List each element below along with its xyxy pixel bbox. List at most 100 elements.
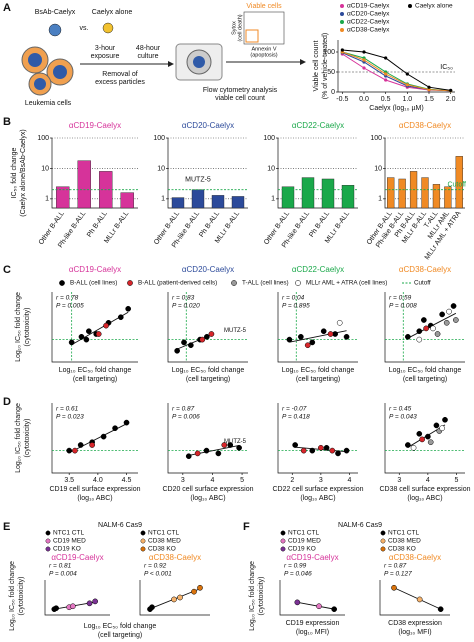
x-tick-label: 4 bbox=[347, 477, 351, 484]
chart-title: αCD19-Caelyx bbox=[51, 553, 103, 562]
point bbox=[95, 331, 102, 337]
point bbox=[443, 319, 450, 326]
label: 3-hour bbox=[95, 45, 116, 52]
stat-label: P = 0.005 bbox=[56, 303, 84, 310]
x-axis-label: Log₁₀ EC₅₀ fold change bbox=[84, 623, 157, 630]
panel-label: A bbox=[3, 2, 11, 14]
chart-title: αCD38-Caelyx bbox=[149, 553, 201, 562]
point bbox=[70, 603, 76, 610]
x-axis-label: (cell targeting) bbox=[98, 632, 142, 639]
cutoff-label: Cutoff bbox=[447, 182, 466, 189]
chart-title: αCD19-Caelyx bbox=[286, 553, 338, 562]
legend-marker bbox=[140, 530, 146, 536]
point bbox=[335, 450, 341, 457]
stat-label: r = 0.61 bbox=[56, 406, 79, 413]
chart-title: αCD38-Caelyx bbox=[389, 553, 441, 562]
legend-marker bbox=[231, 280, 237, 286]
annotation: MUTZ-5 bbox=[224, 439, 247, 445]
legend-marker bbox=[408, 4, 412, 8]
legend-marker bbox=[380, 538, 386, 544]
legend-marker bbox=[59, 280, 65, 286]
point bbox=[83, 336, 90, 343]
point bbox=[427, 439, 434, 446]
point bbox=[320, 328, 327, 335]
y-axis-label: (cytotoxicity) bbox=[24, 419, 31, 458]
legend-marker bbox=[340, 20, 344, 24]
y-axis-label: Log₁₀ IC₅₀ fold change bbox=[249, 561, 256, 631]
label: Leukemia cells bbox=[25, 100, 72, 107]
bar bbox=[171, 197, 185, 209]
stat-label: P < 0.001 bbox=[144, 571, 172, 578]
point bbox=[194, 450, 201, 457]
legend-marker bbox=[280, 546, 286, 552]
point bbox=[92, 598, 98, 605]
x-axis-label: (cell targeting) bbox=[73, 376, 117, 383]
x-axis-label: Log₁₀ EC₅₀ fold change bbox=[172, 367, 245, 374]
chart-title: αCD20-Caelyx bbox=[182, 121, 234, 130]
label: 48-hour bbox=[136, 45, 161, 52]
point bbox=[68, 339, 75, 346]
series-line bbox=[342, 49, 451, 91]
y-tick-label: 50 bbox=[327, 69, 335, 76]
axis bbox=[44, 580, 110, 616]
x-axis-label: (cell targeting) bbox=[186, 376, 230, 383]
bar bbox=[77, 160, 91, 209]
bar bbox=[455, 156, 463, 209]
point bbox=[343, 447, 350, 454]
bar bbox=[321, 178, 335, 209]
point bbox=[309, 447, 316, 454]
stat-label: P = 0.127 bbox=[384, 571, 412, 578]
bar bbox=[191, 189, 205, 209]
nucleus bbox=[28, 53, 42, 67]
axis bbox=[379, 580, 450, 616]
x-axis-label: CD20 cell surface expression bbox=[162, 486, 253, 493]
stat-label: r = -0.07 bbox=[282, 406, 307, 413]
x-axis-label: CD19 cell surface expression bbox=[49, 486, 140, 493]
legend-marker bbox=[45, 538, 51, 544]
label: Sytox bbox=[231, 21, 237, 35]
bar bbox=[56, 186, 70, 209]
x-axis-label: Log₁₀ EC₅₀ fold change bbox=[389, 367, 462, 374]
x-tick-label: 4.5 bbox=[122, 477, 132, 484]
point bbox=[181, 339, 187, 346]
gate bbox=[245, 29, 259, 43]
point bbox=[191, 588, 197, 595]
point bbox=[439, 311, 445, 318]
y-axis-label: Log₁₀ IC₅₀ fold change bbox=[15, 403, 22, 473]
bar bbox=[211, 195, 225, 209]
legend-label: CD38 KO bbox=[388, 546, 416, 553]
label: (cell death) bbox=[237, 14, 243, 41]
y-tick-label: 10 bbox=[374, 165, 382, 172]
axis bbox=[51, 403, 138, 474]
stat-label: P = 0.023 bbox=[56, 414, 84, 421]
x-axis-label: CD38 cell surface expression bbox=[379, 486, 470, 493]
point bbox=[304, 342, 311, 349]
x-tick-label: 3 bbox=[397, 477, 401, 484]
point bbox=[329, 447, 336, 454]
legend-label: CD38 KO bbox=[148, 546, 176, 553]
y-axis-label: Viable cell count bbox=[313, 41, 320, 92]
x-axis-label: (log₁₀ MFI) bbox=[296, 629, 329, 636]
trend-line bbox=[68, 423, 127, 454]
chart-title: αCD38-Caelyx bbox=[399, 265, 451, 274]
x-axis-label: (log₁₀ ABC) bbox=[77, 495, 112, 502]
point bbox=[86, 600, 93, 607]
label: Removal of bbox=[102, 71, 137, 78]
legend-label: NTC1 CTL bbox=[288, 530, 319, 537]
label: excess particles bbox=[95, 79, 145, 86]
stat-label: P = 0.004 bbox=[49, 571, 77, 578]
point bbox=[362, 50, 366, 54]
legend-marker bbox=[127, 280, 133, 286]
label: exposure bbox=[91, 53, 120, 60]
x-axis-label: Log₁₀ EC₅₀ fold change bbox=[59, 367, 132, 374]
point bbox=[449, 88, 453, 92]
point bbox=[423, 325, 429, 332]
x-tick-label: 2 bbox=[290, 477, 294, 484]
legend-label: αCD20-Caelyx bbox=[347, 11, 390, 18]
legend-label: CD19 MED bbox=[288, 538, 321, 545]
stat-label: r = 0.83 bbox=[172, 295, 195, 302]
axis bbox=[51, 292, 138, 363]
annotation: MUTZ-5 bbox=[224, 328, 247, 334]
label: viable cell count bbox=[215, 95, 265, 102]
x-tick-label: 5 bbox=[454, 477, 458, 484]
